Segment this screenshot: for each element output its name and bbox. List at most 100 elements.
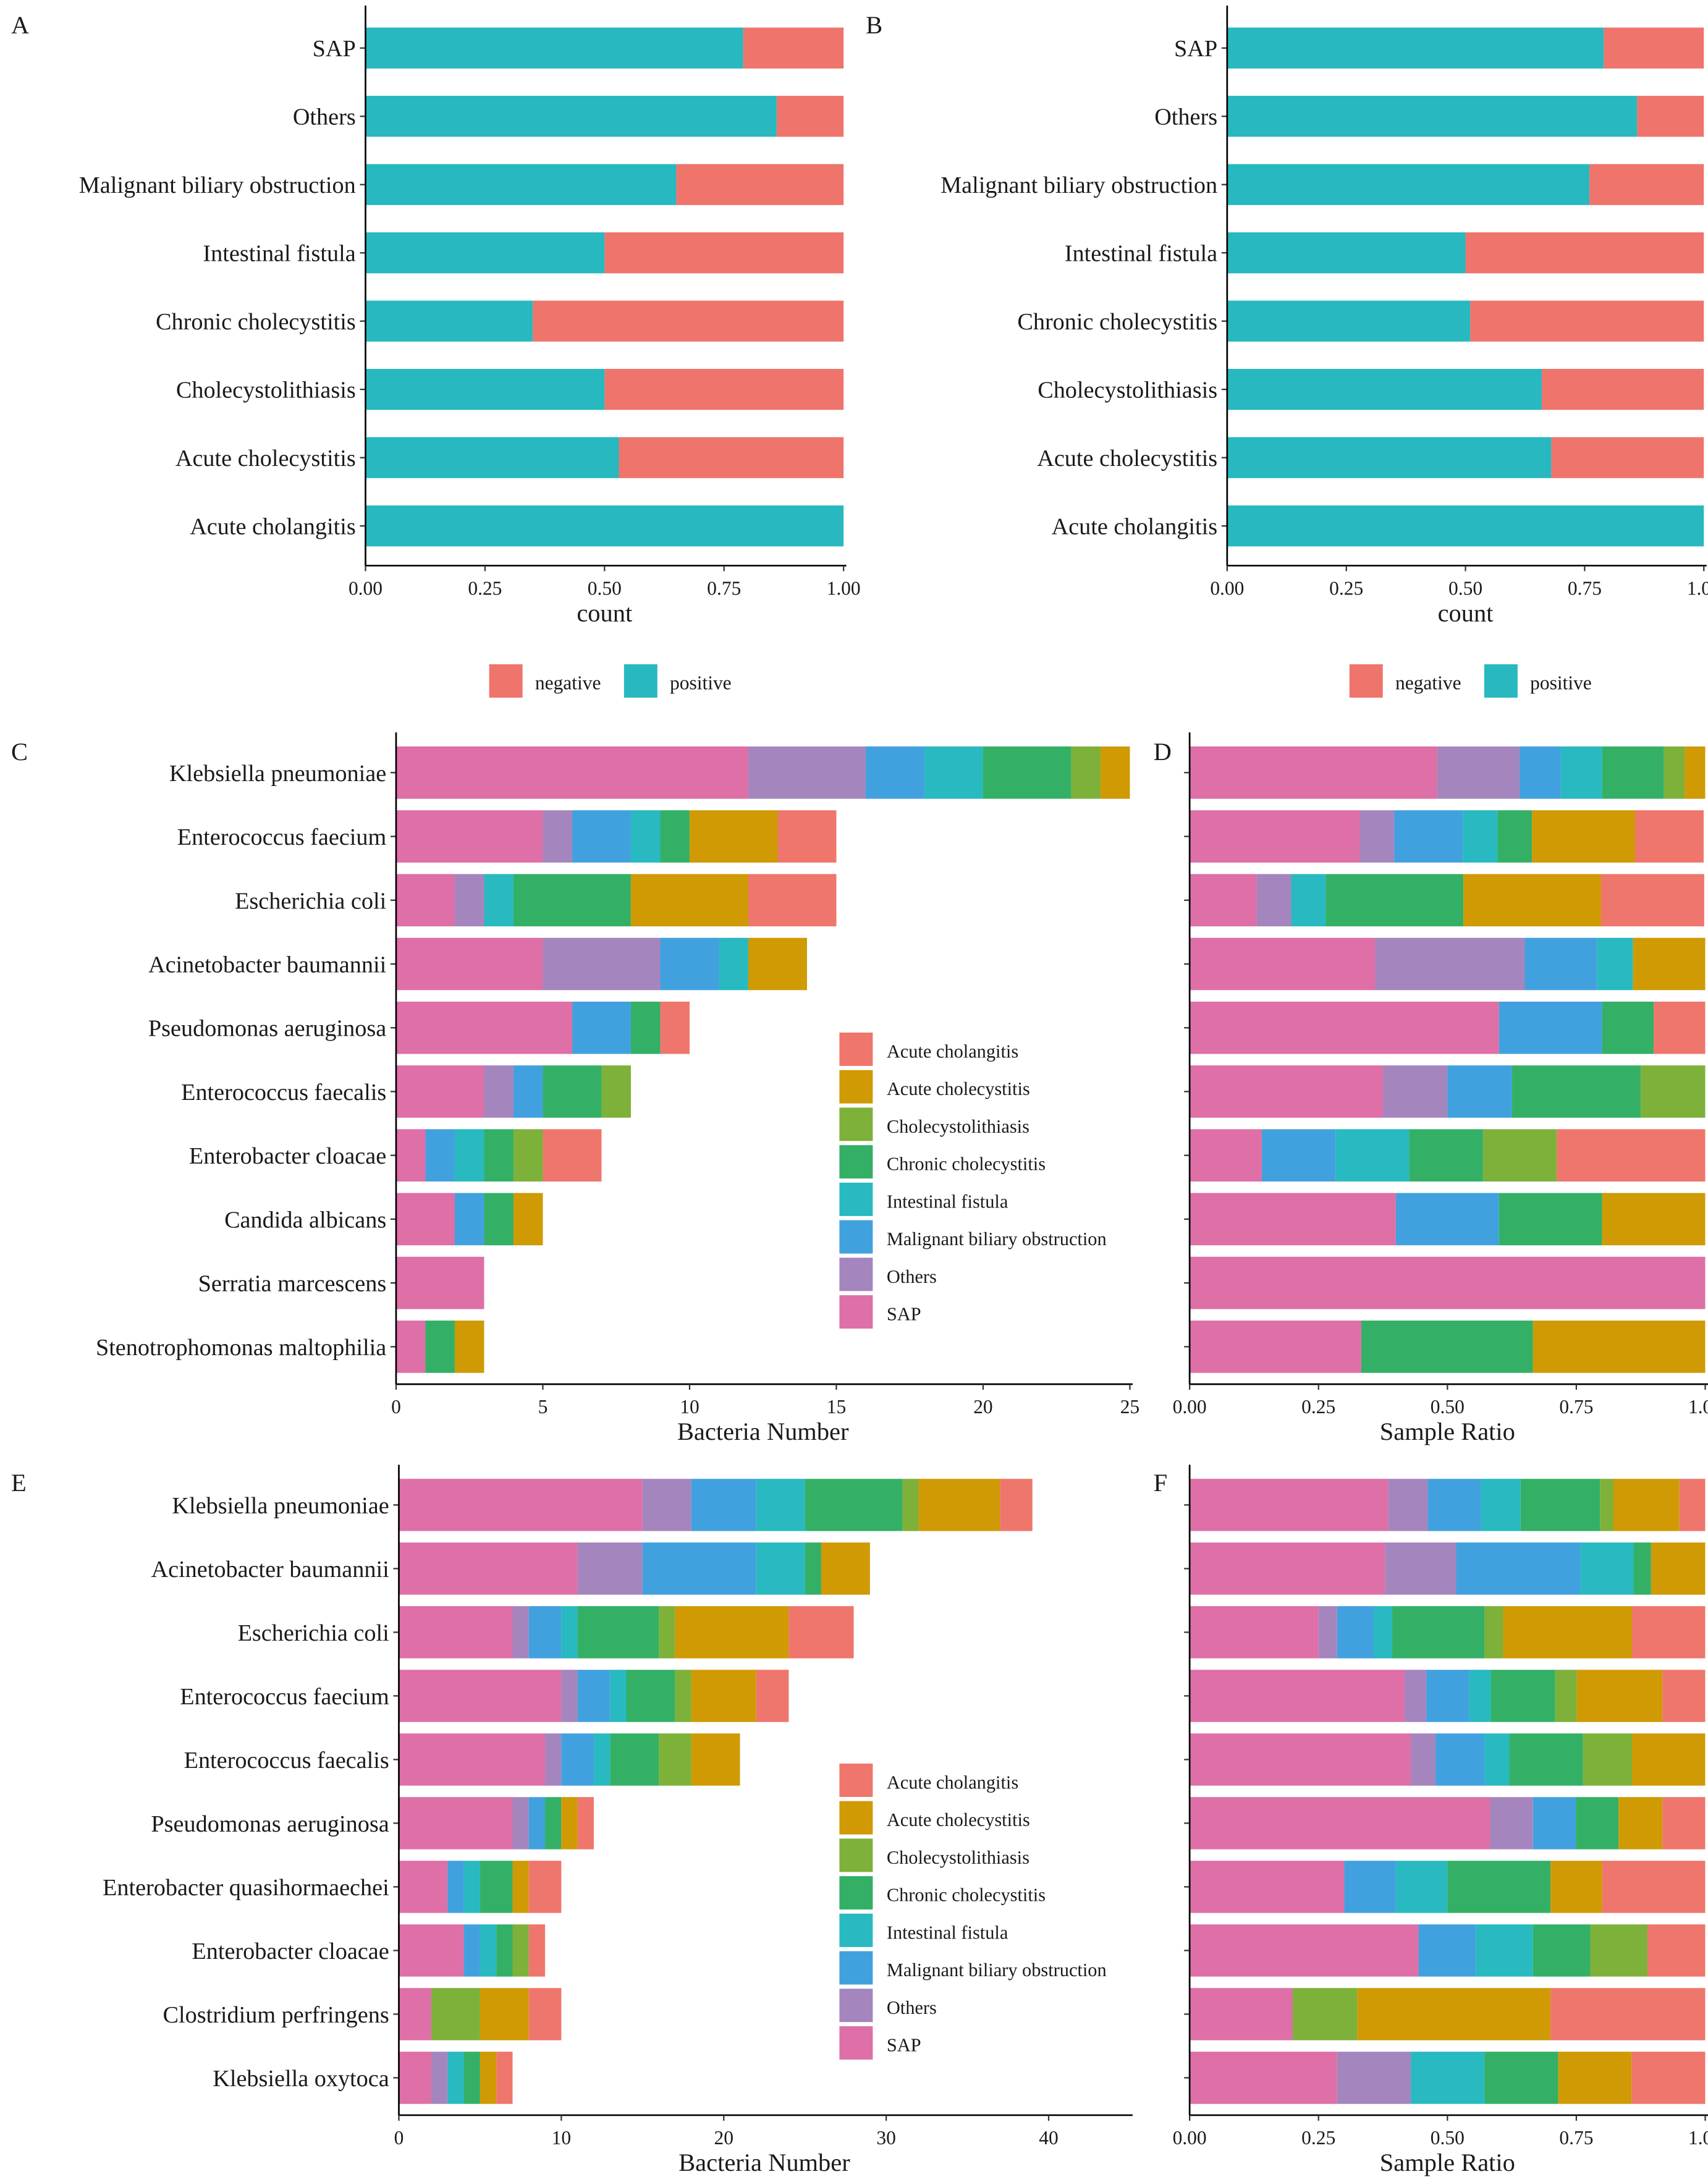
bar-enterococcus-faecium-acute-cholangitis [1662,1670,1706,1722]
category-label: Serratia marcescens [198,1271,387,1297]
bar-chronic-cholecystitis-positive [1227,300,1471,342]
bar-klebsiella-pneumoniae-malignant-biliary-obstruction [865,746,924,799]
bar-enterobacter-cloacae-sap [399,1924,464,1977]
bar-acinetobacter-baumannii-acute-cholecystitis [748,937,807,991]
bar-acute-cholecystitis-negative [1551,437,1704,478]
bar-acinetobacter-baumannii-intestinal-fistula [756,1542,805,1595]
bar-malignant-biliary-obstruction-positive [365,164,677,205]
bar-intestinal-fistula-positive [365,232,605,274]
bar-group [395,746,1130,1373]
category-label: Chronic cholecystitis [156,309,356,335]
bar-enterococcus-faecalis-intestinal-fistula [593,1733,611,1786]
bar-acinetobacter-baumannii-malignant-biliary-obstruction [660,937,719,991]
bar-stenotrophomonas-maltophilia-chronic-cholecystitis [425,1321,455,1373]
x-tick-label: 0.00 [1173,1396,1207,1418]
bar-escherichia-coli-acute-cholecystitis [675,1606,789,1659]
bar-klebsiella-oxytoca-acute-cholangitis [1631,2052,1706,2104]
bar-enterobacter-cloacae-malignant-biliary-obstruction [463,1924,480,1977]
bar-escherichia-coli-others [454,874,484,927]
bar-escherichia-coli-chronic-cholecystitis [513,874,631,927]
bar-enterobacter-cloacae-chronic-cholecystitis [496,1924,513,1977]
bar-acinetobacter-baumannii-intestinal-fistula [1580,1542,1634,1595]
bar-klebsiella-pneumoniae-chronic-cholecystitis [805,1479,903,1531]
x-axis-title: count [577,599,632,627]
bar-escherichia-coli-others [512,1606,529,1659]
category-label: Klebsiella pneumoniae [172,1493,389,1519]
bar-klebsiella-pneumoniae-acute-cholecystitis [1100,746,1130,799]
bar-klebsiella-pneumoniae-chronic-cholecystitis [1520,1479,1600,1531]
bar-enterobacter-cloacae-acute-cholangitis [1557,1129,1706,1182]
panel-b: B SAP Others Malignant biliary obstruction I… [866,5,1708,698]
x-tick-label: 30 [876,2127,895,2149]
bar-pseudomonas-aeruginosa-sap [399,1797,513,1849]
bar-enterococcus-faecalis-sap [1190,1065,1384,1118]
bar-stenotrophomonas-maltophilia-sap [395,1321,426,1373]
bar-pseudomonas-aeruginosa-others [512,1797,529,1849]
bar-clostridium-perfringens-acute-cholangitis [1550,1988,1706,2040]
legend-label-others: Others [887,1266,937,1287]
bar-sap-negative [1604,27,1704,69]
bar-malignant-biliary-obstruction-positive [1227,164,1590,205]
bar-sap-positive [365,27,743,69]
category-label: Others [293,104,356,130]
bar-acute-cholecystitis-positive [365,437,619,478]
bar-enterococcus-faecium-cholecystolithiasis [1555,1670,1577,1722]
bar-pseudomonas-aeruginosa-acute-cholecystitis [561,1797,578,1849]
bar-enterobacter-cloacae-sap [1190,1129,1262,1182]
bar-klebsiella-oxytoca-intestinal-fistula [447,2052,464,2104]
bar-stenotrophomonas-maltophilia-chronic-cholecystitis [1361,1321,1533,1373]
category-label: Pseudomonas aeruginosa [151,1811,389,1837]
bar-escherichia-coli-sap [1190,874,1257,927]
bar-klebsiella-pneumoniae-malignant-biliary-obstruction [1427,1479,1481,1531]
bar-pseudomonas-aeruginosa-acute-cholangitis [660,1001,690,1054]
bar-enterococcus-faecalis-chronic-cholecystitis [543,1065,602,1118]
category-label: Enterobacter cloacae [189,1143,386,1169]
legend-label-acute-cholecystitis: Acute cholecystitis [887,1809,1030,1830]
bar-enterobacter-cloacae-sap [1190,1924,1419,1977]
bar-enterococcus-faecalis-others [1411,1733,1436,1786]
bar-clostridium-perfringens-cholecystolithiasis [431,1988,480,2040]
x-tick-label: 10 [552,2127,571,2149]
bar-klebsiella-oxytoca-acute-cholecystitis [1558,2052,1632,2104]
bar-enterobacter-quasihormaechei-intestinal-fistula [1395,1861,1448,1913]
panel-label: B [866,11,882,39]
bar-klebsiella-pneumoniae-sap [399,1479,643,1531]
x-tick-label: 0.25 [1329,578,1363,599]
bar-enterococcus-faecium-intestinal-fistula [630,810,661,863]
bar-klebsiella-pneumoniae-sap [1190,746,1437,799]
bar-escherichia-coli-chronic-cholecystitis [577,1606,659,1659]
bar-acute-cholecystitis-negative [619,437,844,478]
legend-label-others: Others [887,1997,937,2018]
bar-cholecystolithiasis-negative [604,368,844,410]
bar-acute-cholangitis-positive [1227,505,1704,547]
x-tick-label: 15 [827,1396,846,1418]
legend-swatch-acute-cholangitis [839,1032,873,1066]
legend-swatch-negative [1349,664,1383,698]
bar-klebsiella-oxytoca-chronic-cholecystitis [463,2052,480,2104]
bar-enterococcus-faecium-malignant-biliary-obstruction [572,810,631,863]
bar-intestinal-fistula-positive [1227,232,1466,274]
category-label: Enterococcus faecalis [184,1748,389,1773]
legend-swatch-acute-cholecystitis [839,1801,873,1835]
category-label: Enterobacter quasihormaechei [103,1875,389,1901]
bar-intestinal-fistula-negative [604,232,844,274]
bar-enterococcus-faecium-acute-cholecystitis [691,1670,756,1722]
bar-enterobacter-cloacae-intestinal-fistula [480,1924,497,1977]
bar-enterobacter-quasihormaechei-sap [399,1861,448,1913]
bar-clostridium-perfringens-acute-cholecystitis [480,1988,529,2040]
bar-malignant-biliary-obstruction-negative [676,164,844,205]
bar-candida-albicans-acute-cholecystitis [1602,1193,1706,1246]
legend-label-malignant-biliary-obstruction: Malignant biliary obstruction [887,1228,1107,1249]
bar-pseudomonas-aeruginosa-acute-cholangitis [1654,1001,1706,1054]
bar-enterobacter-cloacae-acute-cholangitis [1647,1924,1706,1977]
bar-sap-negative [743,27,844,69]
bar-intestinal-fistula-negative [1465,232,1704,274]
bar-acinetobacter-baumannii-others [1385,1542,1456,1595]
bar-enterococcus-faecalis-chronic-cholecystitis [1509,1733,1583,1786]
x-tick-label: 0.50 [588,578,622,599]
x-tick-label: 0.00 [349,578,383,599]
panel-label: F [1154,1469,1168,1497]
category-label: SAP [1174,36,1217,62]
category-label: Acute cholangitis [190,514,356,540]
bar-group [365,27,844,547]
